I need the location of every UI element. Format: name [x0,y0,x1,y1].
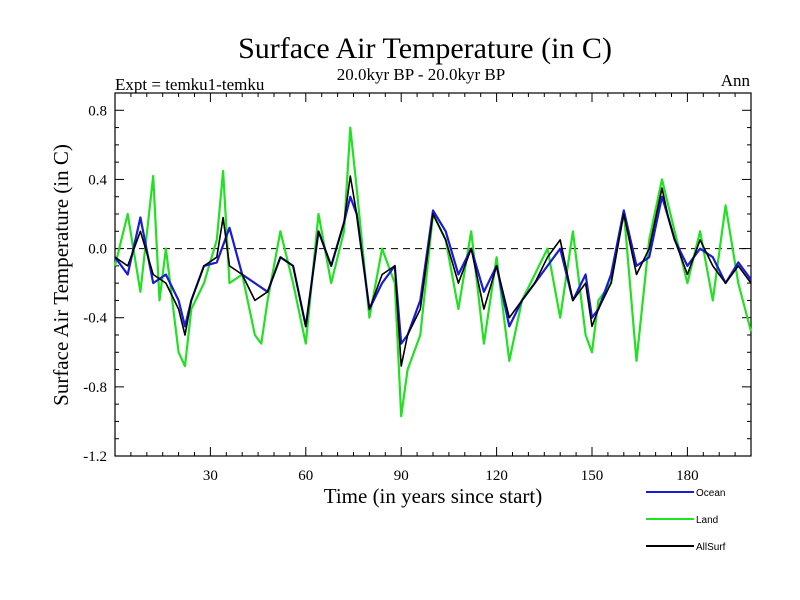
x-tick-label: 60 [298,468,313,484]
x-tick-label: 90 [394,468,409,484]
y-tick-label: -0.8 [83,380,107,396]
y-tick-labels: 0.8 0.4 0.0 -0.4 -0.8 -1.2 [83,103,107,465]
series-layer [113,126,753,418]
series-line-land [113,126,753,418]
legend: Ocean Land AllSurf [646,488,726,553]
chart-subtitle-left: Expt = temku1-temku [115,75,265,94]
y-tick-label: 0.8 [88,103,107,119]
x-tick-label: 150 [581,468,604,484]
x-tick-label: 180 [676,468,699,484]
y-axis-label: Surface Air Temperature (in C) [49,144,73,406]
series-line-ocean [114,195,752,345]
legend-label-ocean: Ocean [696,488,725,499]
chart-subtitle-right: Ann [721,71,751,90]
y-tick-label: -0.4 [83,311,107,327]
legend-label-allsurf: AllSurf [696,542,726,553]
plot-frame [114,92,752,457]
legend-label-land: Land [696,515,718,526]
y-tick-label: -1.2 [83,449,107,465]
series-line-allsurf [114,175,752,367]
axis-ticks [115,92,751,457]
x-axis-label: Time (in years since start) [324,484,543,508]
y-tick-label: 0.4 [88,172,107,188]
chart-title: Surface Air Temperature (in C) [238,32,612,65]
x-tick-label: 30 [203,468,218,484]
y-tick-label: 0.0 [88,242,107,258]
x-tick-labels: 30 60 90 120 150 180 [203,468,699,484]
chart-subtitle-center: 20.0kyr BP - 20.0kyr BP [337,65,505,84]
x-tick-label: 120 [485,468,508,484]
